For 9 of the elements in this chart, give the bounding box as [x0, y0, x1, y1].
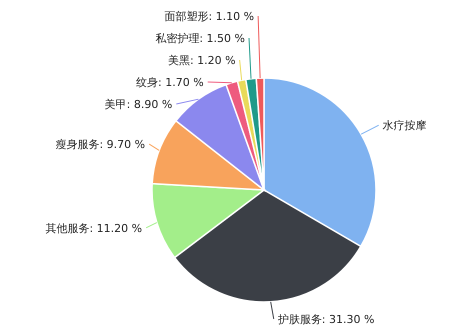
- slice-label: 水疗按摩: [382, 119, 427, 132]
- slice-label: 美黑: 1.20 %: [168, 54, 236, 67]
- slice-label: 私密护理: 1.50 %: [155, 32, 246, 45]
- slice-label: 其他服务: 11.20 %: [45, 222, 142, 235]
- slice-label: 瘦身服务: 9.70 %: [55, 138, 146, 152]
- slice-label: 美甲: 8.90 %: [104, 98, 172, 111]
- slice-label: 纹身: 1.70 %: [136, 76, 204, 89]
- slice-label: 面部塑形: 1.10 %: [164, 10, 254, 23]
- slice-label: 护肤服务: 31.30 %: [276, 313, 374, 326]
